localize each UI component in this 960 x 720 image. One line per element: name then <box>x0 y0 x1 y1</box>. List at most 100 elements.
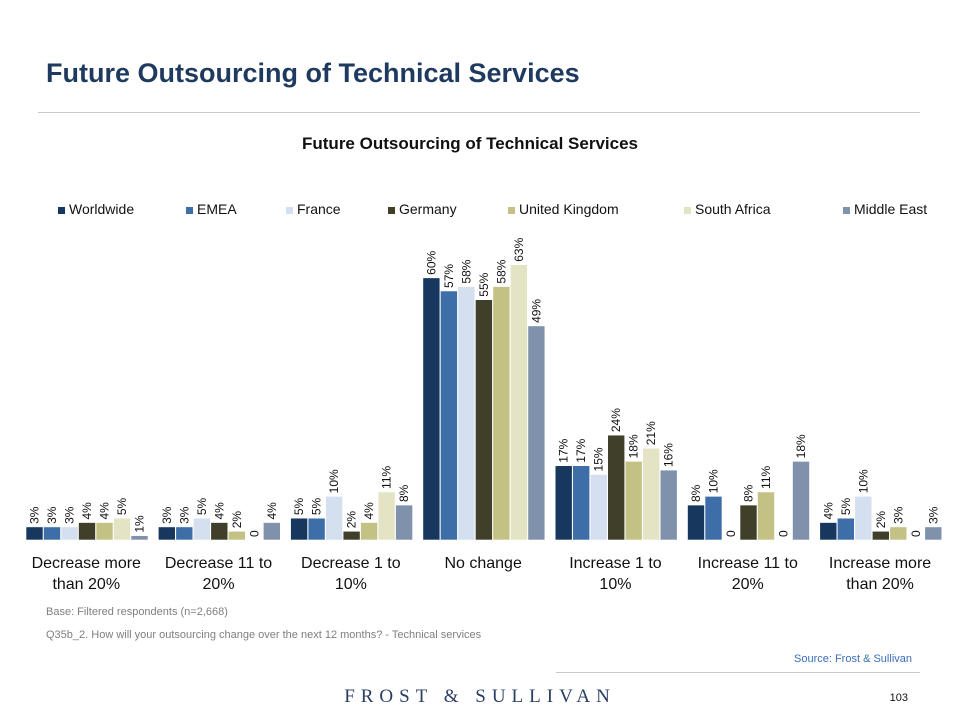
bar-germany-0 <box>78 522 96 541</box>
data-label: 10% <box>327 469 341 493</box>
data-label: 55% <box>477 272 491 296</box>
bar-south-africa-2 <box>377 491 396 541</box>
data-label: 3% <box>926 506 940 524</box>
data-label: 5% <box>310 497 324 515</box>
bar-united-kingdom-6 <box>889 526 908 541</box>
data-label: 10% <box>707 469 721 493</box>
bar-germany-4 <box>607 434 626 541</box>
data-label: 16% <box>662 443 676 467</box>
base-note: Base: Filtered respondents (n=2,668) <box>46 606 228 618</box>
data-label: 0 <box>724 530 738 537</box>
data-label: 0 <box>777 530 791 537</box>
source-note: Source: Frost & Sullivan <box>794 653 912 665</box>
data-label: 3% <box>160 506 174 524</box>
category-label: than 20% <box>52 576 120 593</box>
data-label: 2% <box>230 511 244 529</box>
bar-south-africa-4 <box>642 447 661 541</box>
bar-middle-east-1 <box>262 522 281 541</box>
data-label: 4% <box>98 502 112 520</box>
bar-middle-east-5 <box>792 461 810 541</box>
category-label: 20% <box>203 576 235 593</box>
category-label: Increase 11 to <box>698 555 798 572</box>
data-label: 24% <box>609 408 623 432</box>
data-label: 5% <box>839 497 853 515</box>
data-label: 8% <box>397 484 411 502</box>
bar-middle-east-4 <box>659 469 678 541</box>
data-label: 5% <box>195 497 209 515</box>
data-label: 11% <box>380 465 394 488</box>
data-label: 3% <box>63 506 77 524</box>
bar-united-kingdom-4 <box>624 461 643 541</box>
data-label: 5% <box>292 497 306 515</box>
bar-worldwide-4 <box>554 465 573 541</box>
legend-label-germany: Germany <box>399 201 457 217</box>
data-label: 18% <box>627 434 641 458</box>
legend-label-middle-east: Middle East <box>854 201 928 217</box>
data-label: 57% <box>442 264 456 288</box>
bar-germany-5 <box>739 504 758 541</box>
bar-france-3 <box>457 286 476 541</box>
data-label: 63% <box>512 237 526 261</box>
data-label: 4% <box>265 502 279 520</box>
bar-france-1 <box>193 517 211 541</box>
bar-middle-east-2 <box>395 504 413 541</box>
legend-swatch-worldwide <box>58 207 65 214</box>
bar-emea-2 <box>307 517 326 541</box>
legend-label-emea: EMEA <box>197 201 237 217</box>
page-number: 103 <box>889 692 908 704</box>
bar-france-4 <box>589 474 608 541</box>
bar-france-0 <box>60 526 79 541</box>
legend-swatch-france <box>286 207 293 214</box>
data-label: 15% <box>592 447 606 471</box>
bar-germany-3 <box>475 299 493 541</box>
legend-label-united-kingdom: United Kingdom <box>519 201 619 217</box>
data-label: 17% <box>574 438 588 462</box>
data-label: 3% <box>45 506 59 524</box>
data-label: 11% <box>759 465 773 488</box>
data-label: 49% <box>529 299 543 323</box>
legend-swatch-germany <box>388 207 395 214</box>
bar-germany-1 <box>210 522 229 541</box>
data-label: 21% <box>644 421 658 445</box>
title-divider <box>38 112 920 113</box>
bar-worldwide-2 <box>290 517 308 541</box>
bar-united-kingdom-3 <box>492 286 511 541</box>
bar-worldwide-3 <box>422 277 441 541</box>
data-label: 5% <box>115 497 129 515</box>
data-label: 58% <box>494 259 508 283</box>
data-label: 10% <box>856 469 870 493</box>
bar-worldwide-5 <box>687 504 705 541</box>
data-label: 0 <box>909 530 923 537</box>
data-label: 1% <box>133 515 147 533</box>
legend-label-south-africa: South Africa <box>695 201 771 217</box>
bar-worldwide-1 <box>158 526 176 541</box>
bar-germany-6 <box>871 530 890 541</box>
category-label: Increase 1 to <box>569 555 662 572</box>
bar-united-kingdom-2 <box>360 522 378 541</box>
category-label: No change <box>444 555 521 572</box>
bar-emea-6 <box>836 517 855 541</box>
bar-middle-east-3 <box>527 325 546 541</box>
bar-emea-5 <box>704 496 723 541</box>
data-label: 4% <box>80 502 94 520</box>
bar-united-kingdom-0 <box>95 522 114 541</box>
data-label: 17% <box>557 438 571 462</box>
legend-swatch-middle-east <box>843 207 850 214</box>
data-label: 0 <box>247 530 261 537</box>
chart-title: Future Outsourcing of Technical Services <box>302 134 638 153</box>
data-label: 3% <box>177 506 191 524</box>
bar-worldwide-6 <box>819 522 838 541</box>
bar-south-africa-0 <box>113 517 131 541</box>
data-label: 2% <box>345 511 359 529</box>
legend-swatch-south-africa <box>684 207 691 214</box>
category-label: 10% <box>335 576 367 593</box>
bar-france-2 <box>325 496 343 541</box>
bar-south-africa-3 <box>510 264 528 541</box>
legend-label-worldwide: Worldwide <box>69 201 135 217</box>
bar-middle-east-6 <box>924 526 943 541</box>
category-label: Increase more <box>829 555 931 572</box>
data-label: 8% <box>742 484 756 502</box>
data-label: 3% <box>891 506 905 524</box>
bar-france-6 <box>854 496 873 541</box>
